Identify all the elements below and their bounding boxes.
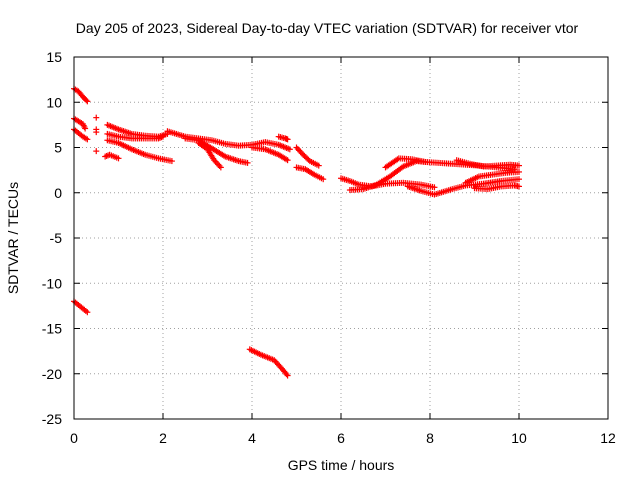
data-point [93, 148, 100, 155]
x-tick-label: 8 [426, 430, 434, 446]
data-point [84, 98, 91, 105]
y-tick-label: 5 [54, 140, 62, 156]
series-arc-l [249, 144, 291, 164]
series-arc-o [293, 164, 327, 183]
data-point [217, 164, 224, 171]
data-point [516, 176, 522, 183]
series-arc-a [71, 85, 91, 105]
x-tick-labels: 0 2 4 6 8 10 12 [70, 430, 616, 446]
data-point [93, 129, 100, 136]
data-point [84, 309, 91, 316]
data-points [71, 85, 522, 379]
data-point [82, 125, 89, 132]
x-tick-label: 12 [600, 430, 616, 446]
x-tick-label: 4 [248, 430, 256, 446]
y-axis-label: SDTVAR / TECUs [5, 182, 21, 294]
series-arc-n [293, 144, 322, 169]
series-arc-i [164, 128, 293, 153]
data-point [115, 155, 122, 162]
series-arc-s [382, 155, 518, 173]
data-point [284, 372, 291, 379]
data-point [286, 146, 293, 153]
data-point [283, 371, 290, 378]
series-arc-p [246, 346, 291, 379]
series-arc-w [471, 182, 522, 193]
y-tick-label: -20 [42, 366, 62, 382]
data-point [320, 176, 327, 183]
series-arc-h [104, 137, 175, 165]
y-tick-label: -10 [42, 275, 62, 291]
series-arc-e [102, 151, 122, 162]
series-isolated [93, 114, 100, 155]
data-point [284, 136, 291, 143]
y-tick-label: -25 [42, 411, 62, 427]
series-arc-t [404, 176, 522, 198]
series-arc-g [104, 130, 166, 142]
data-point [93, 114, 100, 121]
series-arc-k [195, 139, 224, 171]
x-tick-label: 6 [337, 430, 345, 446]
data-point [284, 157, 291, 164]
data-point [516, 162, 522, 169]
x-tick-label: 2 [159, 430, 167, 446]
series-arc-m [275, 133, 291, 143]
data-point [305, 156, 312, 163]
y-tick-label: -5 [50, 230, 63, 246]
data-point [516, 168, 522, 175]
axis-ticks [73, 56, 609, 420]
series-arc-j [182, 135, 251, 166]
grid-lines [74, 57, 608, 419]
series-arc-q [338, 175, 438, 191]
series-arc-r [346, 158, 429, 194]
data-point [84, 136, 91, 143]
y-tick-label: 0 [54, 185, 62, 201]
data-point [83, 97, 90, 104]
x-tick-label: 10 [511, 430, 527, 446]
data-point [168, 158, 175, 165]
data-point [160, 133, 166, 140]
y-tick-labels: 15 10 5 0 -5 -10 -15 -20 -25 [42, 49, 62, 427]
x-axis-label: GPS time / hours [288, 457, 395, 473]
data-point [315, 162, 322, 169]
data-point [516, 183, 522, 190]
series-arc-v [462, 168, 522, 186]
data-point [244, 159, 251, 166]
chart-title: Day 205 of 2023, Sidereal Day-to-day VTE… [76, 20, 579, 36]
series-arc-c [71, 126, 91, 143]
y-tick-label: -15 [42, 321, 62, 337]
series-arc-u [453, 157, 522, 170]
x-tick-label: 0 [70, 430, 78, 446]
y-tick-label: 15 [46, 49, 62, 65]
y-tick-label: 10 [46, 94, 62, 110]
data-point [431, 184, 438, 191]
